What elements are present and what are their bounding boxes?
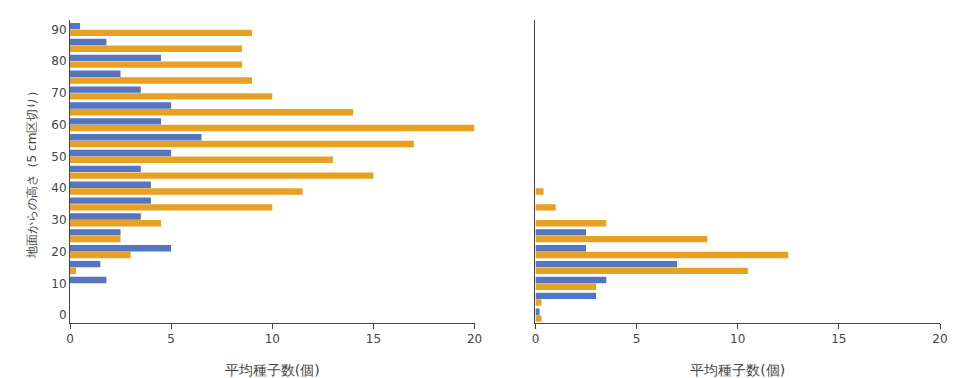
svg-text:5: 5	[633, 332, 641, 346]
svg-text:平均種子数(個): 平均種子数(個)	[225, 362, 320, 378]
svg-text:70: 70	[51, 86, 66, 100]
svg-text:10: 10	[730, 332, 745, 346]
svg-text:30: 30	[51, 213, 66, 227]
svg-text:20: 20	[932, 332, 947, 346]
svg-text:15: 15	[366, 332, 381, 346]
svg-text:地面からの高さ（5 cm区切り）: 地面からの高さ（5 cm区切り）	[25, 85, 39, 260]
svg-text:80: 80	[51, 54, 66, 68]
svg-text:10: 10	[265, 332, 280, 346]
svg-text:20: 20	[467, 332, 482, 346]
svg-text:0: 0	[532, 332, 540, 346]
svg-text:20: 20	[51, 245, 66, 259]
svg-text:0: 0	[59, 308, 67, 322]
svg-text:0: 0	[66, 332, 74, 346]
svg-text:50: 50	[51, 150, 66, 164]
svg-text:10: 10	[51, 277, 66, 291]
svg-text:40: 40	[51, 181, 66, 195]
svg-text:15: 15	[831, 332, 846, 346]
svg-text:平均種子数(個): 平均種子数(個)	[690, 362, 785, 378]
svg-text:60: 60	[51, 118, 66, 132]
svg-text:90: 90	[51, 23, 66, 37]
svg-text:5: 5	[167, 332, 175, 346]
